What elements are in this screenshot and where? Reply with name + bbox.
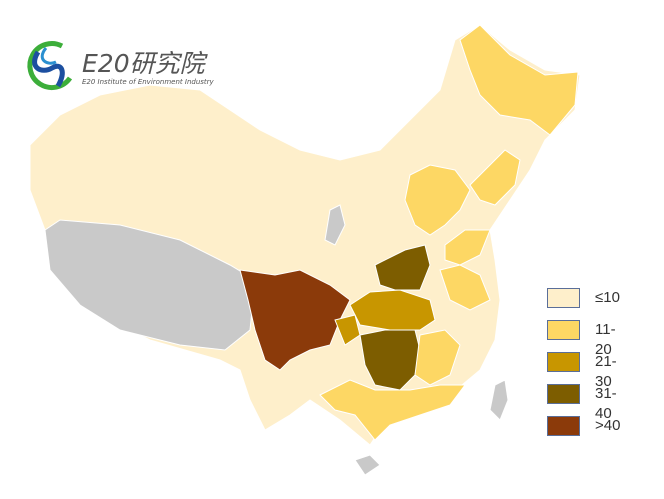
- legend-label: 11-20: [595, 321, 616, 358]
- region-heilongjiang: [459, 24, 579, 136]
- region-shandong: [444, 229, 491, 266]
- legend-swatch: [547, 384, 580, 404]
- region-ningxia: [324, 204, 346, 246]
- logo-title: E20研究院: [82, 49, 205, 78]
- region-hainan: [354, 454, 381, 476]
- region-hebei: [404, 164, 471, 236]
- logo-subtitle: E20 Institute of Environment Industry: [82, 78, 214, 86]
- legend-label: 31-40: [595, 385, 617, 422]
- e20-logo: E20研究院 E20 Institute of Environment Indu…: [22, 38, 222, 98]
- region-jiangxi: [414, 329, 461, 386]
- region-guangxi-guangdong: [319, 379, 466, 441]
- region-taiwan: [489, 379, 509, 421]
- legend-swatch: [547, 416, 580, 436]
- legend-label: ≤10: [595, 289, 620, 306]
- region-sichuan: [239, 269, 351, 371]
- legend-swatch: [547, 288, 580, 308]
- legend-swatch: [547, 352, 580, 372]
- region-tibet: [44, 219, 256, 351]
- e20-logo-mark-icon: [27, 41, 73, 90]
- region-hubei: [349, 289, 436, 331]
- region-henan: [374, 244, 431, 291]
- region-jiangsu-anhui: [439, 264, 491, 311]
- region-jilin-liaoning: [469, 149, 521, 206]
- legend-swatch: [547, 320, 580, 340]
- legend-label: >40: [595, 417, 621, 434]
- legend-label: 21-30: [595, 353, 617, 390]
